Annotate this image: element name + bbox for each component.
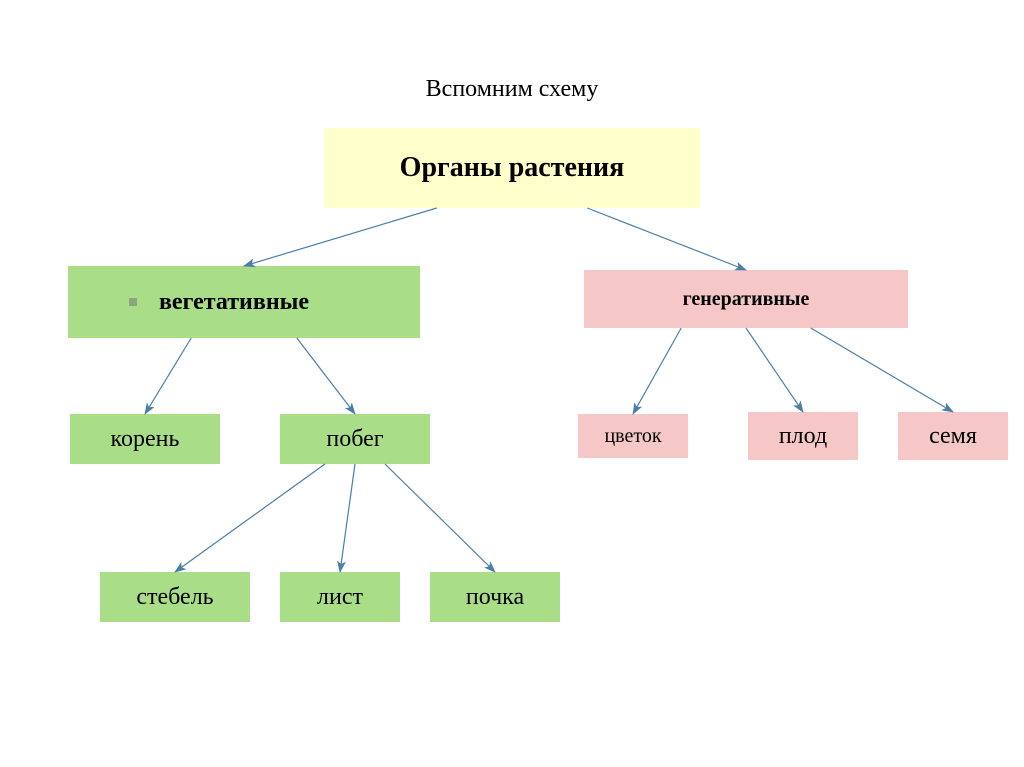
node-stem: стебель bbox=[100, 572, 250, 622]
node-vegetative: вегетативные bbox=[68, 266, 420, 338]
edge-arrow bbox=[633, 328, 681, 414]
node-root-label: Органы растения bbox=[400, 152, 625, 184]
edge-arrow bbox=[340, 464, 355, 572]
node-bud: почка bbox=[430, 572, 560, 622]
connector-layer bbox=[0, 0, 1024, 767]
edge-arrow bbox=[145, 338, 191, 414]
node-shoot-label: побег bbox=[326, 426, 383, 453]
node-flower: цветок bbox=[578, 414, 688, 458]
node-generative: генеративные bbox=[584, 270, 908, 328]
edge-arrow bbox=[244, 208, 437, 266]
edge-arrow bbox=[587, 208, 746, 270]
node-seed: семя bbox=[898, 412, 1008, 460]
node-root: Органы растения bbox=[324, 128, 700, 208]
edge-arrow bbox=[385, 464, 495, 572]
edge-arrow bbox=[811, 328, 953, 412]
edge-arrow bbox=[175, 464, 325, 572]
node-vegetative-label: вегетативные bbox=[159, 289, 309, 316]
node-leaf-label: лист bbox=[317, 584, 363, 611]
node-root-organ-label: корень bbox=[111, 426, 180, 453]
node-fruit-label: плод bbox=[779, 423, 827, 450]
node-fruit: плод bbox=[748, 412, 858, 460]
diagram-title: Вспомним схему bbox=[0, 74, 1024, 104]
node-generative-label: генеративные bbox=[683, 288, 810, 311]
node-seed-label: семя bbox=[929, 423, 977, 450]
edge-arrow bbox=[746, 328, 803, 412]
edge-arrow bbox=[297, 338, 355, 414]
node-bud-label: почка bbox=[466, 584, 524, 611]
node-leaf: лист bbox=[280, 572, 400, 622]
node-stem-label: стебель bbox=[136, 584, 213, 611]
node-shoot: побег bbox=[280, 414, 430, 464]
diagram-title-text: Вспомним схему bbox=[426, 76, 599, 103]
bullet-icon bbox=[129, 298, 137, 306]
node-root-organ: корень bbox=[70, 414, 220, 464]
node-flower-label: цветок bbox=[604, 425, 661, 448]
